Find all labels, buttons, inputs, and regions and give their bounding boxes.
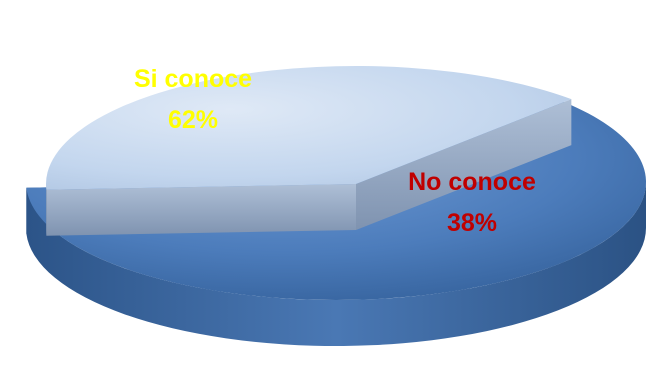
slice-cut-face [356,99,572,230]
label-si-conoce-value: 62% [168,106,218,134]
label-no-conoce-value: 38% [447,209,497,237]
pie-slice-no-conoce [46,66,572,236]
slice-cut-face [46,184,357,236]
slice-side-wall [26,182,646,346]
slice-top-face [46,66,572,190]
label-no-conoce-name: No conoce [408,168,536,196]
label-si-conoce-name: Si conoce [134,65,252,93]
